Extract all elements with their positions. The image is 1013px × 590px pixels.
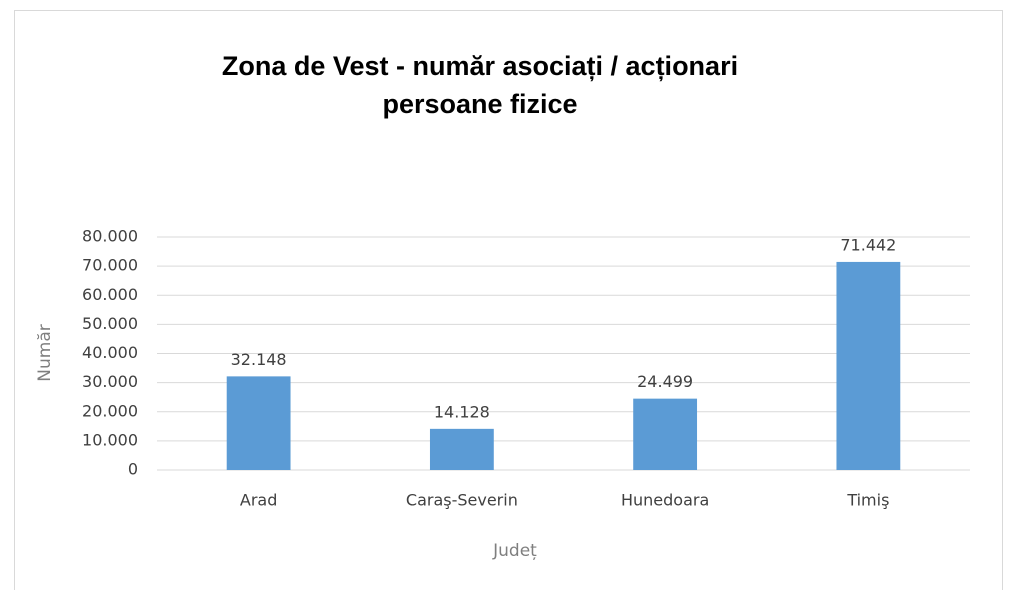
x-tick-label: Arad [240, 491, 277, 510]
x-tick-label: Caraş-Severin [406, 491, 518, 510]
y-tick-label: 20.000 [82, 401, 138, 420]
chart-title: persoane fizice [382, 89, 577, 119]
bar [836, 261, 901, 470]
y-axis-title: Număr [35, 324, 55, 381]
data-label: 24.499 [637, 372, 693, 391]
y-tick-label: 80.000 [82, 227, 138, 246]
y-tick-label: 50.000 [82, 314, 138, 333]
x-tick-label: Hunedoara [621, 491, 709, 510]
bar [226, 376, 291, 470]
y-tick-label: 10.000 [82, 430, 138, 449]
data-label: 32.148 [231, 350, 287, 369]
y-tick-label: 60.000 [82, 285, 138, 304]
chart-title: Zona de Vest - număr asociați / acționar… [222, 51, 738, 81]
data-label: 14.128 [434, 402, 490, 421]
y-tick-label: 0 [128, 460, 138, 479]
y-tick-label: 30.000 [82, 372, 138, 391]
x-axis-title: Județ [492, 541, 537, 561]
y-tick-label: 70.000 [82, 256, 138, 275]
y-tick-label: 40.000 [82, 343, 138, 362]
data-label: 71.442 [840, 235, 896, 254]
bar [633, 398, 698, 470]
x-tick-label: Timiş [846, 491, 889, 510]
bar [429, 428, 494, 470]
